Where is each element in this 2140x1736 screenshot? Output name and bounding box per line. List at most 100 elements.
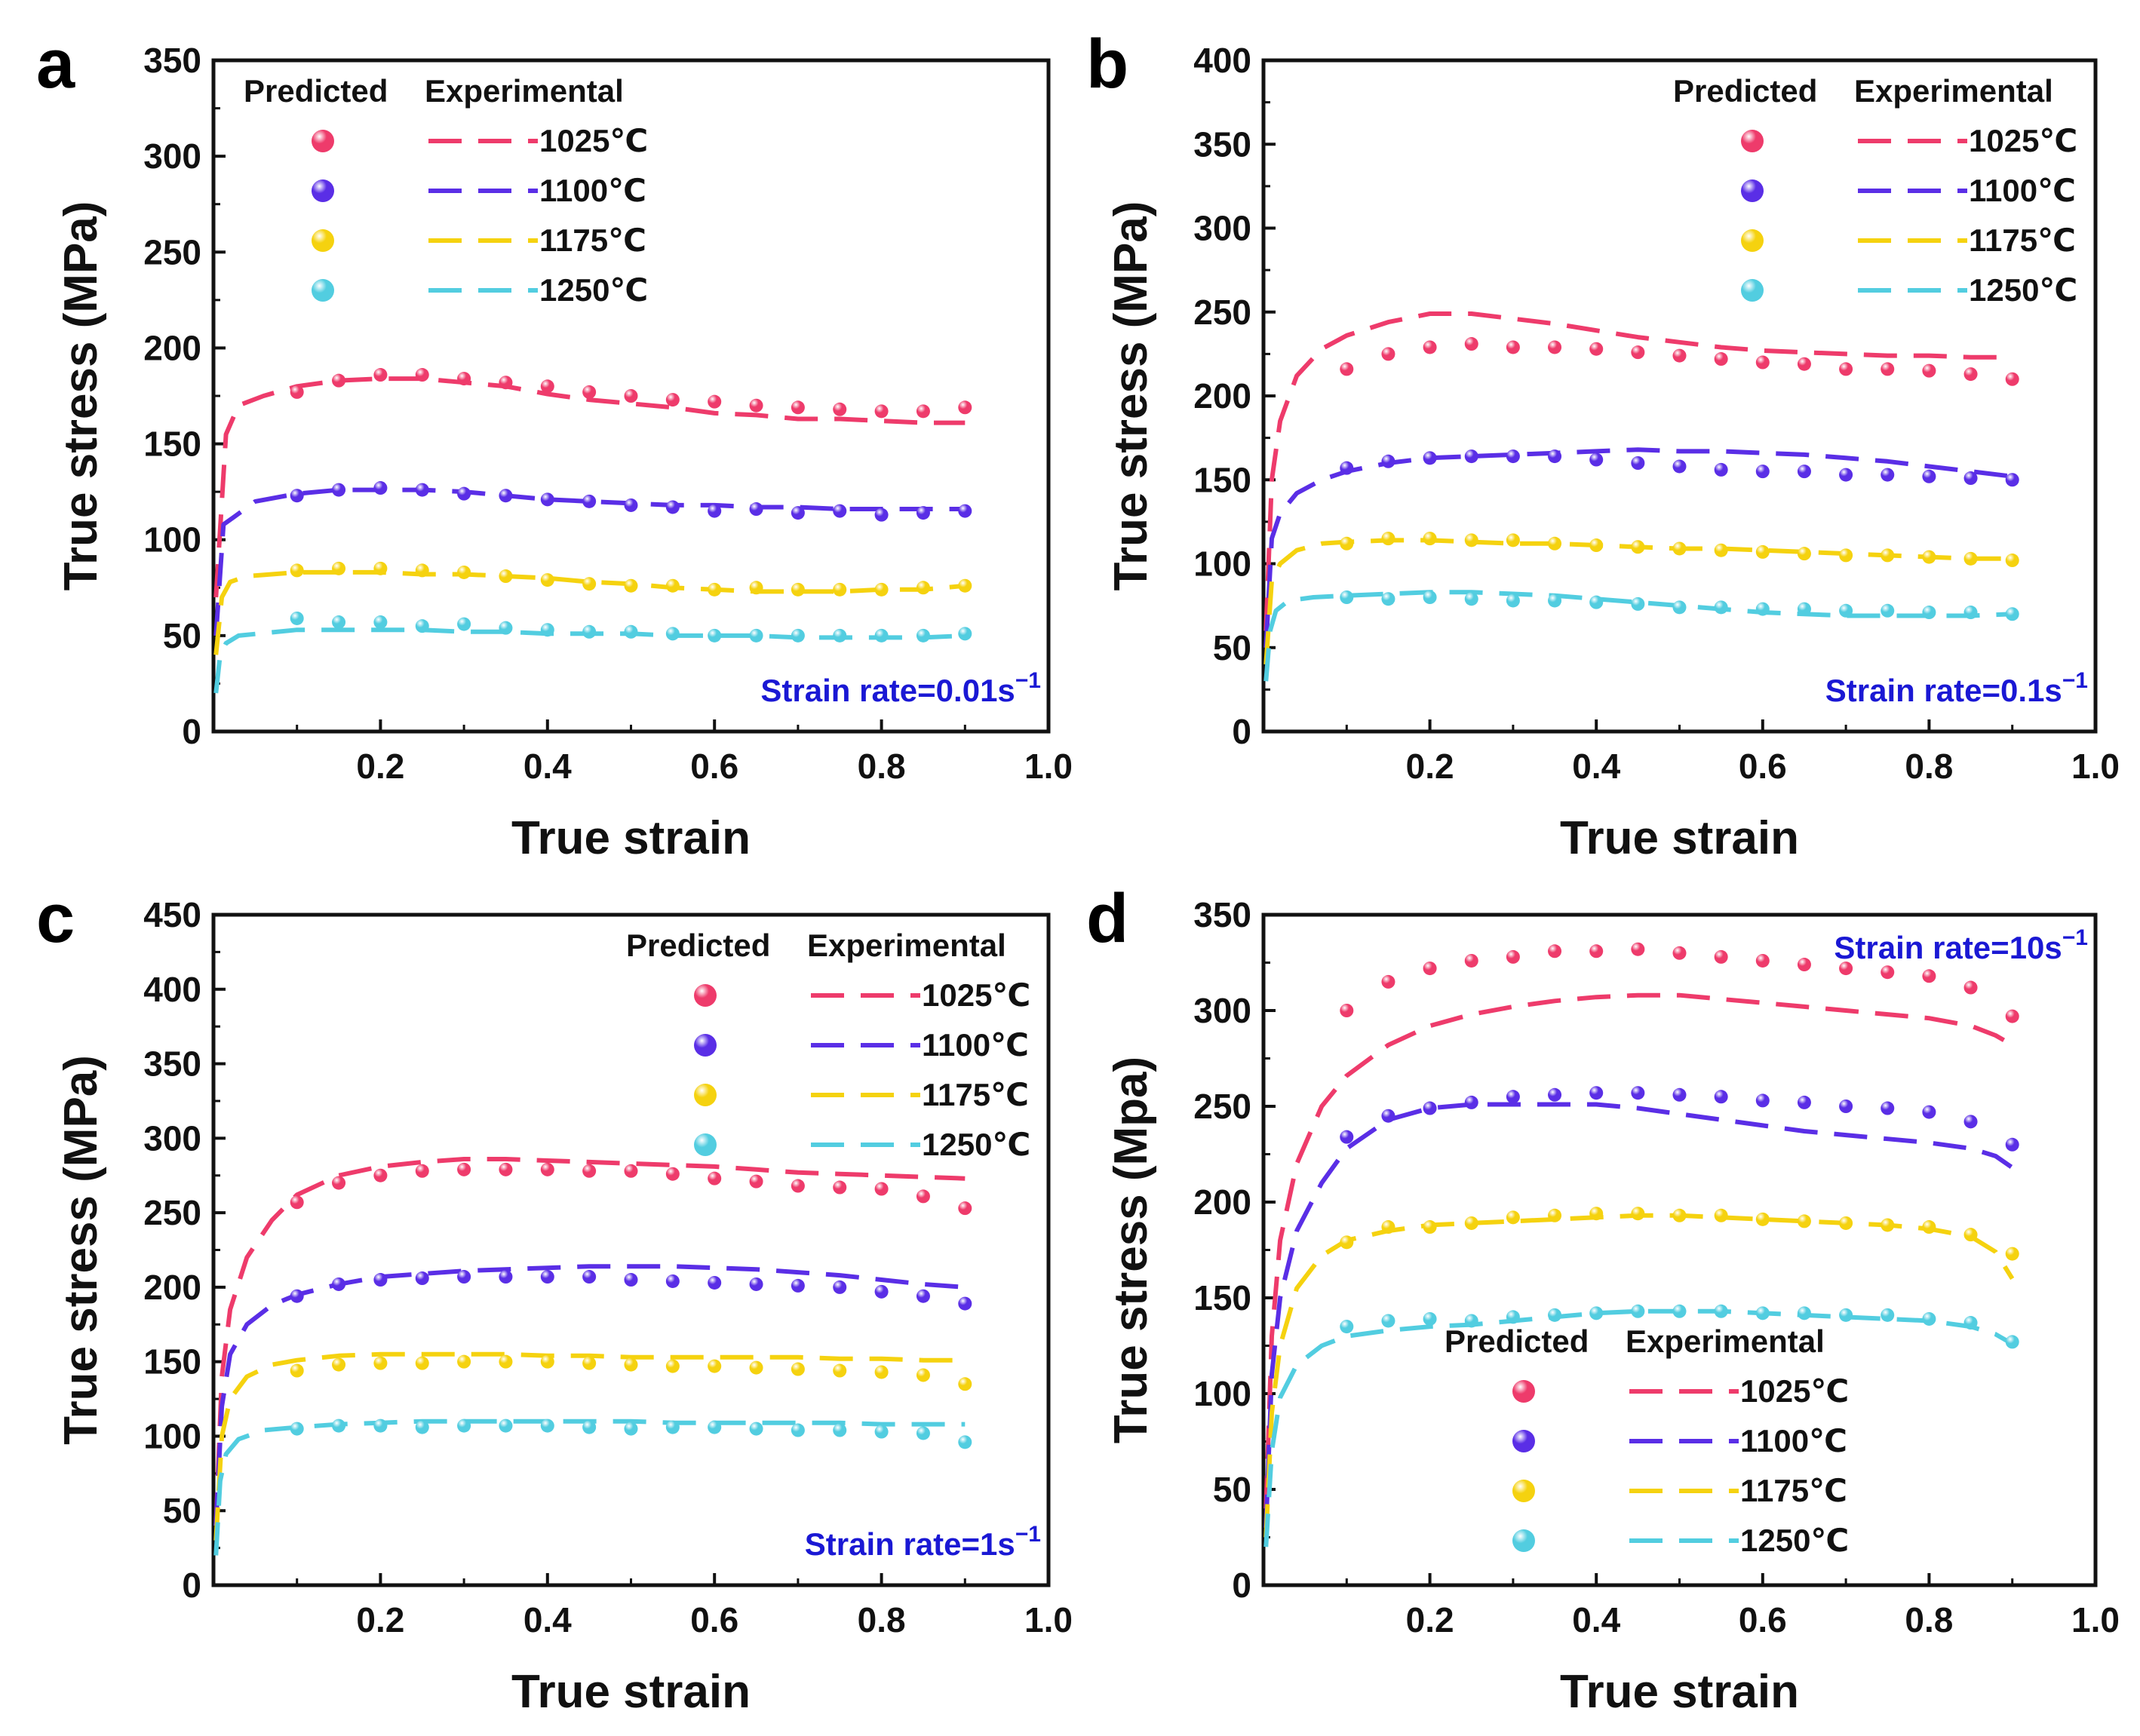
predicted-point — [1506, 340, 1520, 354]
series-a-1250 — [213, 611, 972, 694]
predicted-point — [373, 1356, 388, 1370]
predicted-point — [1548, 944, 1562, 958]
x-tick-label: 0.2 — [1406, 1600, 1454, 1639]
legend-predicted-marker — [1741, 179, 1764, 202]
predicted-point — [373, 1273, 388, 1287]
strain-rate-label: Strain rate=10s−1 — [1834, 925, 2088, 965]
panel-letter: a — [36, 26, 75, 103]
x-tick-label: 0.6 — [1739, 747, 1787, 786]
predicted-point — [1839, 1100, 1853, 1113]
predicted-point — [1922, 469, 1936, 483]
predicted-point — [290, 563, 304, 578]
predicted-point — [373, 615, 388, 630]
predicted-point — [833, 1423, 847, 1437]
predicted-point — [958, 504, 972, 518]
experimental-line — [1263, 1102, 2014, 1528]
predicted-point — [540, 1162, 554, 1176]
predicted-point — [540, 573, 554, 587]
predicted-point — [791, 400, 805, 415]
predicted-point — [1755, 544, 1770, 559]
predicted-point — [457, 617, 471, 631]
predicted-point — [332, 561, 346, 575]
predicted-point — [457, 1354, 471, 1369]
predicted-point — [332, 615, 346, 630]
predicted-point — [540, 1270, 554, 1284]
y-tick-label: 150 — [1193, 460, 1251, 499]
predicted-point — [708, 504, 722, 518]
predicted-point — [1714, 1208, 1728, 1222]
predicted-point — [332, 483, 346, 497]
legend-label: 1175℃ — [539, 222, 646, 258]
x-tick-label: 1.0 — [1024, 747, 1073, 786]
predicted-point — [874, 1182, 889, 1196]
experimental-line — [1263, 1308, 2014, 1547]
legend-label: 1250℃ — [1969, 272, 2077, 308]
predicted-point — [624, 624, 638, 639]
predicted-point — [708, 582, 722, 597]
legend-predicted-marker — [1512, 1529, 1535, 1552]
y-tick-label: 200 — [143, 328, 201, 367]
predicted-point — [1631, 345, 1645, 360]
predicted-point — [1839, 548, 1853, 563]
predicted-point — [916, 404, 930, 419]
predicted-point — [791, 1179, 805, 1193]
strain-rate-exponent: −1 — [1015, 668, 1041, 693]
predicted-point — [373, 561, 388, 575]
predicted-point — [373, 368, 388, 382]
predicted-point — [1381, 1314, 1395, 1328]
predicted-point — [1755, 355, 1770, 370]
x-tick-label: 0.8 — [858, 747, 906, 786]
y-tick-label: 100 — [1193, 544, 1251, 584]
y-tick-label: 200 — [143, 1268, 201, 1307]
legend-predicted-header: Predicted — [244, 73, 388, 109]
predicted-point — [415, 563, 429, 578]
series-d-1250 — [1263, 1304, 2019, 1547]
legend-experimental-header: Experimental — [1854, 73, 2053, 109]
predicted-point — [457, 1419, 471, 1433]
predicted-point — [1423, 590, 1437, 604]
predicted-point — [833, 1280, 847, 1294]
predicted-point — [958, 1435, 972, 1449]
predicted-point — [624, 1422, 638, 1436]
predicted-point — [1797, 602, 1811, 616]
y-tick-label: 200 — [1193, 376, 1251, 416]
predicted-point — [1963, 1115, 1978, 1129]
predicted-point — [958, 1201, 972, 1216]
legend-label: 1175℃ — [1740, 1473, 1847, 1508]
x-axis-title: True strain — [1560, 812, 1799, 864]
predicted-point — [1922, 363, 1936, 378]
y-tick-label: 50 — [163, 616, 201, 655]
y-tick-label: 200 — [1193, 1182, 1251, 1222]
predicted-point — [499, 1419, 513, 1433]
predicted-point — [1797, 465, 1811, 479]
predicted-point — [1548, 340, 1562, 354]
x-tick-label: 1.0 — [2071, 1600, 2120, 1639]
legend-predicted-marker — [1741, 279, 1764, 302]
predicted-point — [1631, 1304, 1645, 1318]
y-tick-label: 150 — [1193, 1278, 1251, 1317]
x-tick-label: 0.8 — [858, 1600, 906, 1639]
y-tick-label: 250 — [143, 232, 201, 271]
y-tick-label: 50 — [1213, 628, 1251, 667]
predicted-point — [582, 1270, 597, 1284]
predicted-point — [457, 1270, 471, 1284]
predicted-point — [1755, 1212, 1770, 1226]
predicted-point — [540, 1354, 554, 1369]
predicted-point — [1589, 1207, 1604, 1221]
y-tick-label: 100 — [143, 1416, 201, 1455]
predicted-point — [373, 481, 388, 495]
x-tick-label: 0.2 — [356, 747, 404, 786]
strain-rate-exponent: −1 — [2062, 925, 2088, 950]
predicted-point — [624, 578, 638, 593]
predicted-point — [665, 578, 680, 593]
predicted-point — [499, 376, 513, 390]
predicted-point — [1839, 962, 1853, 976]
predicted-point — [1963, 367, 1978, 382]
series-c-1250 — [213, 1419, 972, 1556]
predicted-point — [540, 492, 554, 507]
predicted-point — [916, 628, 930, 643]
predicted-point — [1340, 461, 1354, 475]
predicted-point — [499, 1270, 513, 1284]
predicted-point — [874, 1284, 889, 1299]
